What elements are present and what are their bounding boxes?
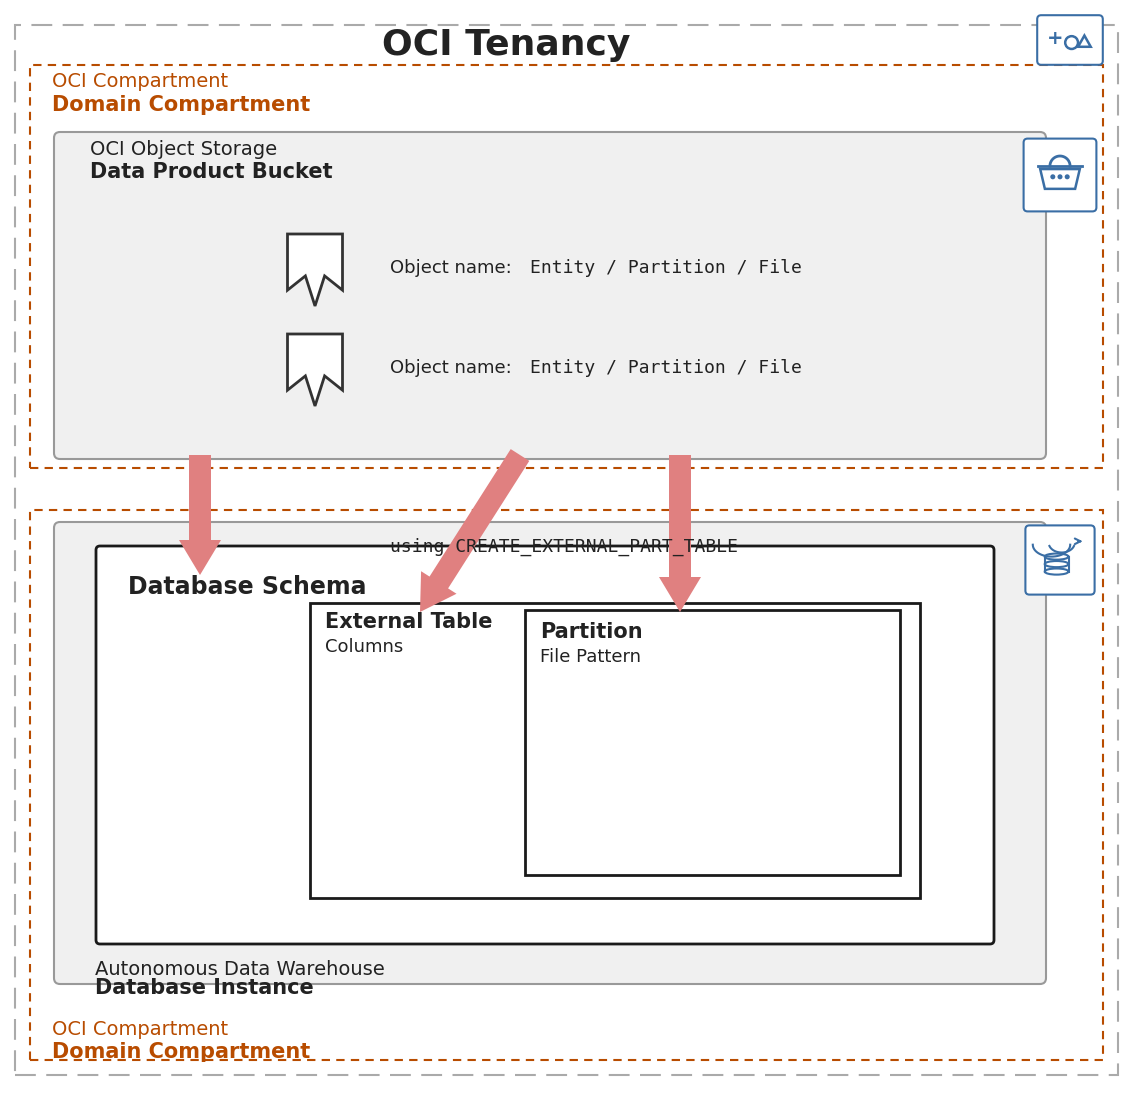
Polygon shape <box>288 234 342 306</box>
Circle shape <box>1065 174 1070 179</box>
FancyBboxPatch shape <box>15 25 1118 1076</box>
FancyBboxPatch shape <box>1037 15 1102 64</box>
FancyBboxPatch shape <box>1025 526 1094 595</box>
Text: Object name:: Object name: <box>390 359 512 377</box>
Text: Partition: Partition <box>540 622 642 642</box>
Text: OCI Object Storage: OCI Object Storage <box>90 140 278 158</box>
Text: Columns: Columns <box>325 638 403 656</box>
Circle shape <box>1050 174 1055 179</box>
Text: OCI Compartment: OCI Compartment <box>52 72 228 91</box>
Text: OCI Tenancy: OCI Tenancy <box>382 28 631 62</box>
FancyBboxPatch shape <box>54 132 1046 459</box>
Polygon shape <box>288 334 342 406</box>
Text: Domain Compartment: Domain Compartment <box>52 1042 310 1062</box>
Polygon shape <box>659 455 701 612</box>
Polygon shape <box>420 449 529 612</box>
Text: using CREATE_EXTERNAL_PART_TABLE: using CREATE_EXTERNAL_PART_TABLE <box>390 538 738 556</box>
Text: Database Schema: Database Schema <box>128 575 366 599</box>
FancyBboxPatch shape <box>1023 139 1097 211</box>
FancyBboxPatch shape <box>96 546 994 944</box>
Text: File Pattern: File Pattern <box>540 648 641 666</box>
FancyBboxPatch shape <box>54 522 1046 984</box>
FancyBboxPatch shape <box>525 610 900 875</box>
FancyBboxPatch shape <box>310 603 920 898</box>
Text: Entity / Partition / File: Entity / Partition / File <box>530 359 802 377</box>
Text: +: + <box>1047 28 1064 48</box>
Text: External Table: External Table <box>325 612 493 632</box>
Polygon shape <box>179 455 221 575</box>
Text: Object name:: Object name: <box>390 259 512 277</box>
Text: Autonomous Data Warehouse: Autonomous Data Warehouse <box>95 960 385 979</box>
Text: Database Instance: Database Instance <box>95 978 314 998</box>
Text: Domain Compartment: Domain Compartment <box>52 95 310 115</box>
Text: Data Product Bucket: Data Product Bucket <box>90 162 333 183</box>
Text: OCI Compartment: OCI Compartment <box>52 1020 228 1039</box>
Circle shape <box>1057 174 1063 179</box>
Text: Entity / Partition / File: Entity / Partition / File <box>530 259 802 277</box>
